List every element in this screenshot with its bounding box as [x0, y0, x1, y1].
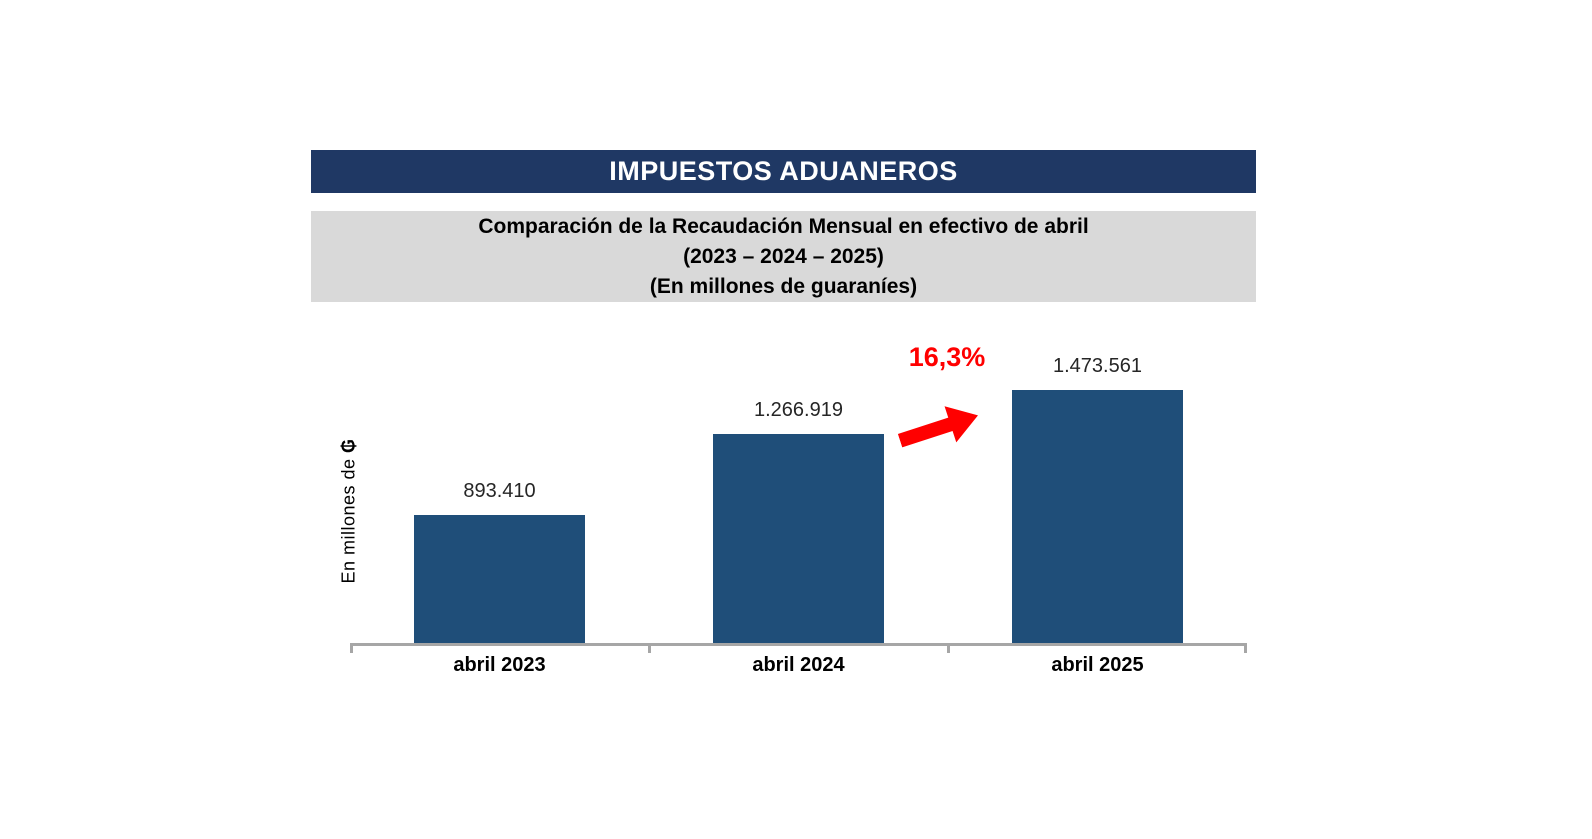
header-bar: IMPUESTOS ADUANEROS	[311, 150, 1256, 193]
bar-group-abril-2023: 893.410	[350, 340, 649, 643]
bar-value-label: 893.410	[463, 480, 536, 502]
bar-abril-2024	[713, 434, 884, 643]
arrow-shape	[897, 406, 978, 448]
x-label-abril-2023: abril 2023	[453, 654, 546, 676]
bar-group-abril-2024: 1.266.919	[649, 340, 948, 643]
x-axis-tick	[350, 643, 353, 653]
x-axis-tick	[648, 643, 651, 653]
x-axis-line	[350, 643, 1247, 646]
growth-arrow-icon	[897, 406, 978, 448]
bar-abril-2023	[414, 515, 585, 643]
bar-value-label: 1.266.919	[754, 399, 843, 421]
bar-group-abril-2025: 1.473.561	[948, 340, 1247, 643]
x-axis-tick	[1244, 643, 1247, 653]
bar-abril-2025	[1012, 390, 1183, 643]
subtitle-line-2: (2023 – 2024 – 2025)	[683, 244, 884, 268]
page-title: IMPUESTOS ADUANEROS	[609, 156, 958, 186]
subtitle-line-3: (En millones de guaraníes)	[649, 274, 918, 298]
x-axis-tick	[947, 643, 950, 653]
x-label-abril-2024: abril 2024	[752, 654, 845, 676]
x-label-abril-2025: abril 2025	[1051, 654, 1144, 676]
plot-area: 893.410 1.266.919 1.473.561	[350, 340, 1247, 643]
subtitle-line-1: Comparación de la Recaudación Mensual en…	[478, 214, 1089, 238]
growth-percent-label: 16,3%	[908, 342, 986, 372]
chart-subtitle-box: Comparación de la Recaudación Mensual en…	[311, 211, 1256, 302]
bar-value-label: 1.473.561	[1053, 355, 1142, 377]
x-axis-labels: abril 2023 abril 2024 abril 2025	[350, 654, 1247, 677]
